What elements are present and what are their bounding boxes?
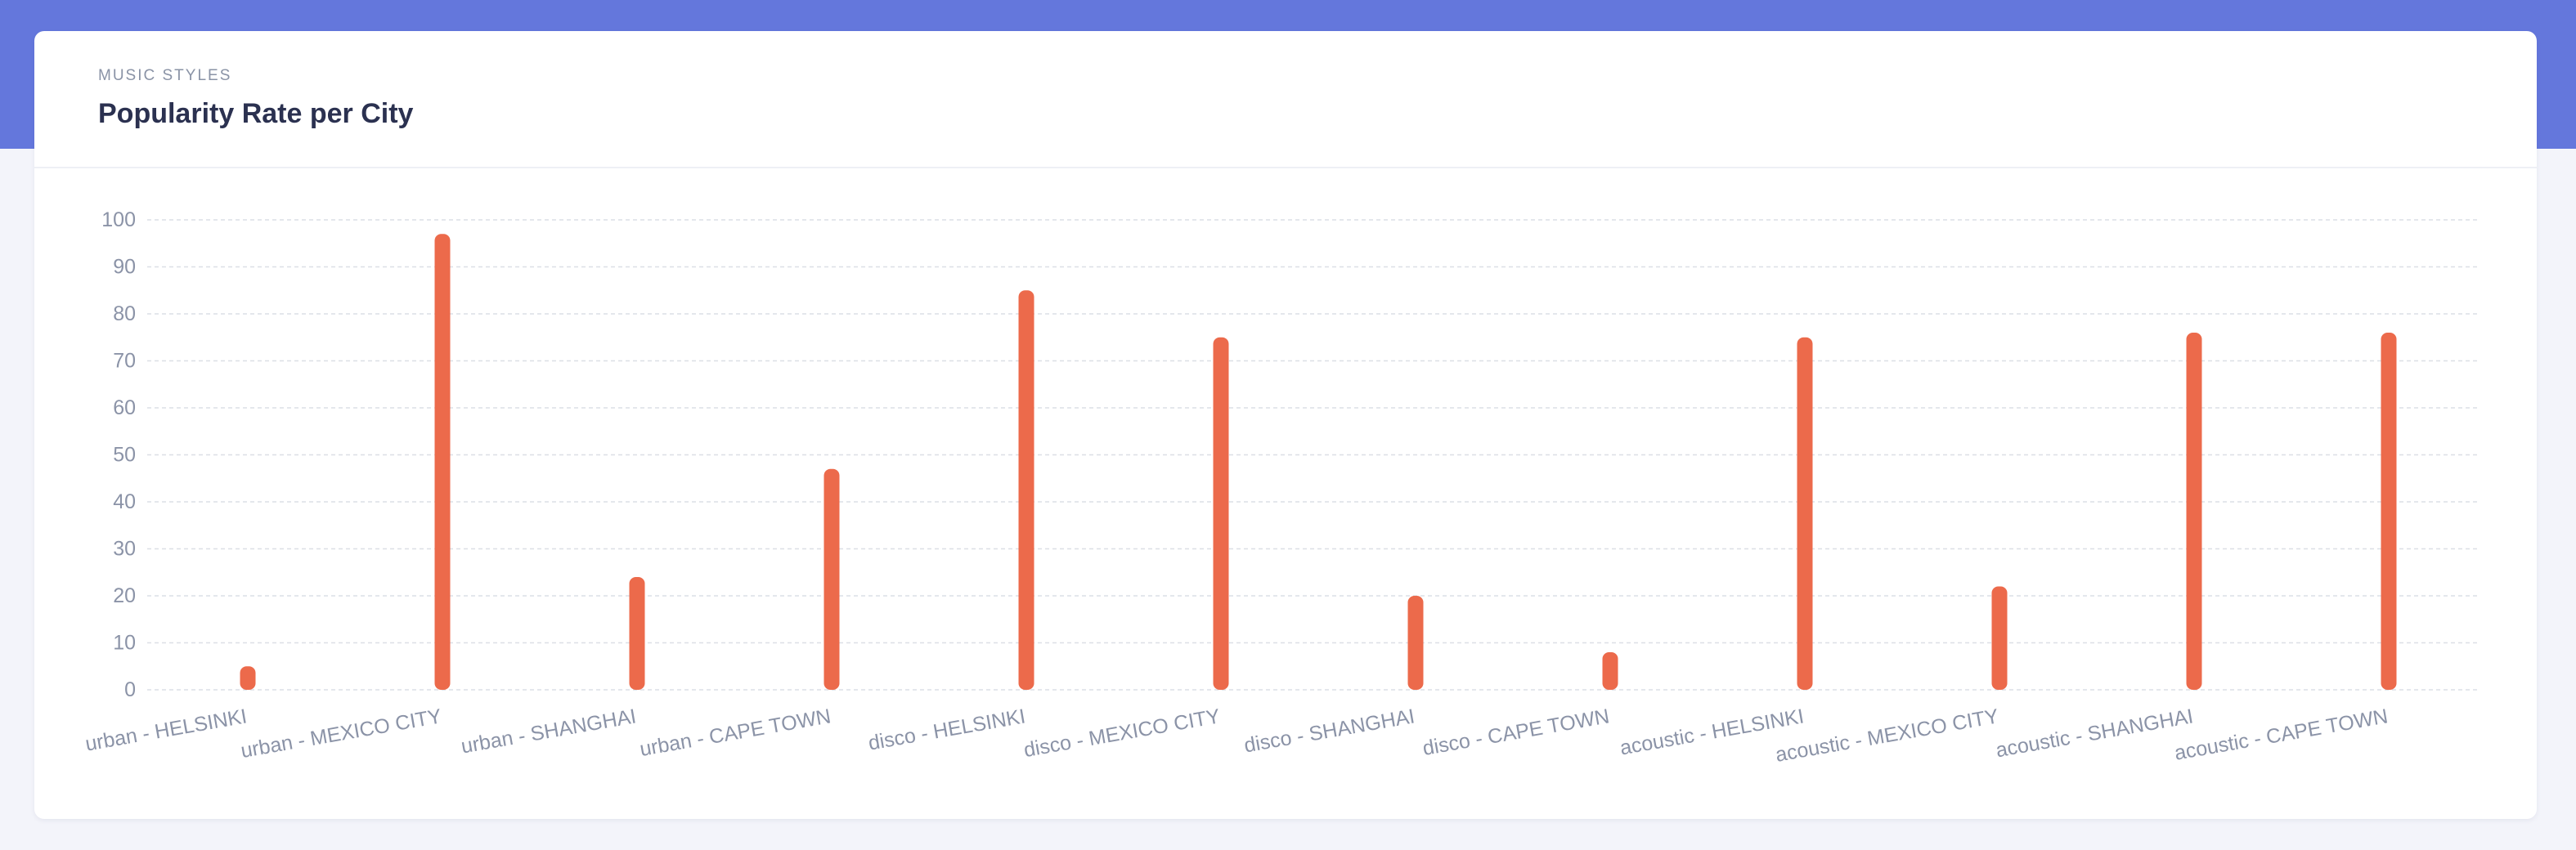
bar[interactable]: [1213, 337, 1229, 690]
bar[interactable]: [434, 234, 451, 690]
x-tick-label: disco - HELSINKI: [867, 705, 1027, 754]
x-tick-label: acoustic - SHANGHAI: [1994, 705, 2195, 762]
bar[interactable]: [629, 577, 645, 690]
y-tick-label: 20: [113, 584, 136, 607]
bars: [240, 234, 2397, 690]
y-tick-label: 0: [124, 678, 136, 701]
x-tick-label: urban - CAPE TOWN: [638, 705, 832, 761]
bar[interactable]: [1797, 337, 1813, 690]
bar[interactable]: [240, 666, 256, 690]
y-tick-label: 60: [113, 396, 136, 419]
card-eyebrow: MUSIC STYLES: [98, 67, 232, 84]
bar[interactable]: [1407, 596, 1424, 690]
y-tick-label: 70: [113, 350, 136, 373]
bar[interactable]: [2186, 333, 2202, 690]
y-axis-ticks: 0 10 20 30 40 50 60 70 80 90 100: [101, 208, 136, 701]
y-tick-label: 30: [113, 538, 136, 561]
x-tick-label: disco - SHANGHAI: [1242, 705, 1416, 757]
y-tick-label: 10: [113, 632, 136, 655]
x-tick-label: acoustic - CAPE TOWN: [2173, 705, 2390, 764]
y-tick-label: 50: [113, 444, 136, 467]
y-tick-label: 90: [113, 256, 136, 279]
x-tick-label: urban - SHANGHAI: [460, 705, 638, 758]
bar[interactable]: [1602, 652, 1618, 690]
bar[interactable]: [824, 468, 840, 690]
grid-lines: [147, 219, 2480, 691]
chart-card: MUSIC STYLES Popularity Rate per City 0 1…: [34, 31, 2537, 819]
y-tick-label: 80: [113, 302, 136, 325]
x-tick-label: urban - MEXICO CITY: [239, 705, 443, 763]
x-tick-label: disco - MEXICO CITY: [1022, 705, 1223, 762]
bar[interactable]: [2381, 333, 2397, 690]
y-tick-label: 40: [113, 490, 136, 513]
x-tick-label: acoustic - MEXICO CITY: [1774, 705, 2000, 767]
card-header: MUSIC STYLES Popularity Rate per City: [34, 31, 2537, 168]
x-tick-label: disco - CAPE TOWN: [1421, 705, 1611, 760]
card-title: Popularity Rate per City: [98, 98, 414, 129]
x-tick-label: urban - HELSINKI: [83, 705, 249, 755]
bar[interactable]: [1991, 586, 2008, 691]
bar[interactable]: [1018, 290, 1034, 690]
y-tick-label: 100: [101, 208, 136, 231]
